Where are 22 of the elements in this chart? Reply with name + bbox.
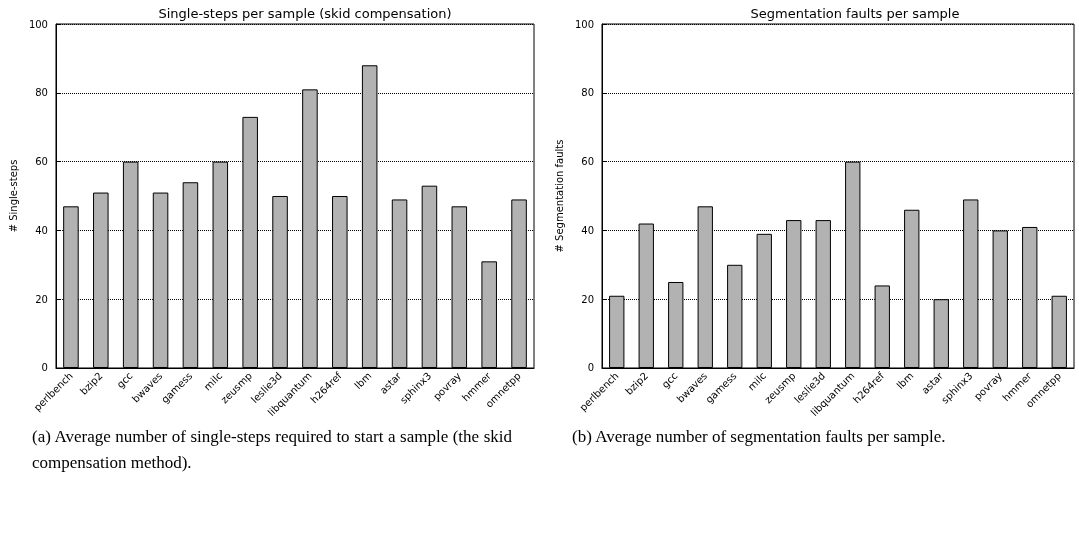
y-tick-label: 60	[581, 156, 594, 168]
y-tick-label: 0	[41, 362, 48, 374]
chart-title: Segmentation faults per sample	[750, 6, 960, 21]
y-tick-label: 0	[587, 362, 594, 374]
y-tick-label: 100	[28, 18, 48, 30]
x-tick-label: lbm	[352, 370, 374, 392]
x-tick-label: lbm	[894, 370, 916, 392]
y-tick-label: 40	[581, 224, 594, 236]
text: (a) Average number of single-steps required to start a sample (the skid compensation method).	[32, 426, 512, 474]
x-tick-label: gcc	[659, 370, 680, 391]
text: (b) Average number of segmentation faults per sample.	[572, 426, 947, 448]
x-tick-label: gcc	[114, 370, 135, 391]
y-tick-label: 60	[35, 156, 48, 168]
y-tick-label: 80	[581, 87, 594, 99]
y-tick-label: 100	[574, 18, 594, 30]
y-axis-title: # Segmentation faults	[553, 139, 565, 253]
y-tick-label: 80	[35, 87, 48, 99]
chart-title: Single-steps per sample (skid compensation)	[158, 6, 452, 21]
y-tick-label: 20	[581, 293, 594, 305]
y-tick-label: 20	[35, 293, 48, 305]
y-tick-label: 40	[35, 224, 48, 236]
y-axis-title: # Single-steps	[7, 159, 19, 233]
